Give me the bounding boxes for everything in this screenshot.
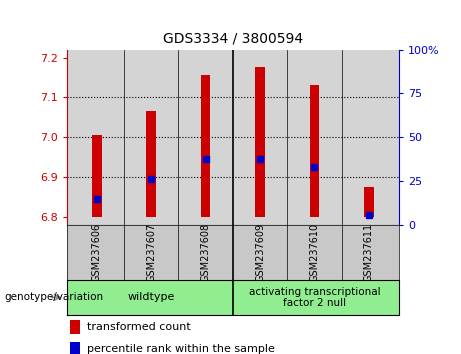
Text: GSM237607: GSM237607 [146, 223, 156, 282]
Bar [201, 75, 211, 217]
Text: GSM237611: GSM237611 [364, 223, 374, 282]
Text: GSM237609: GSM237609 [255, 223, 265, 282]
Text: percentile rank within the sample: percentile rank within the sample [87, 344, 275, 354]
Bar [70, 342, 80, 354]
Text: wildtype: wildtype [128, 292, 175, 302]
Text: GSM237610: GSM237610 [309, 223, 319, 282]
Text: transformed count: transformed count [87, 322, 190, 332]
Text: genotype/variation: genotype/variation [5, 292, 104, 302]
Bar [364, 187, 374, 217]
Bar [146, 111, 156, 217]
Bar [309, 85, 319, 217]
Text: activating transcriptional
factor 2 null: activating transcriptional factor 2 null [248, 286, 380, 308]
Bar [255, 68, 265, 217]
Title: GDS3334 / 3800594: GDS3334 / 3800594 [163, 32, 303, 46]
Bar [92, 135, 102, 217]
Text: GSM237608: GSM237608 [201, 223, 211, 282]
Bar [70, 320, 80, 335]
Text: GSM237606: GSM237606 [92, 223, 102, 282]
